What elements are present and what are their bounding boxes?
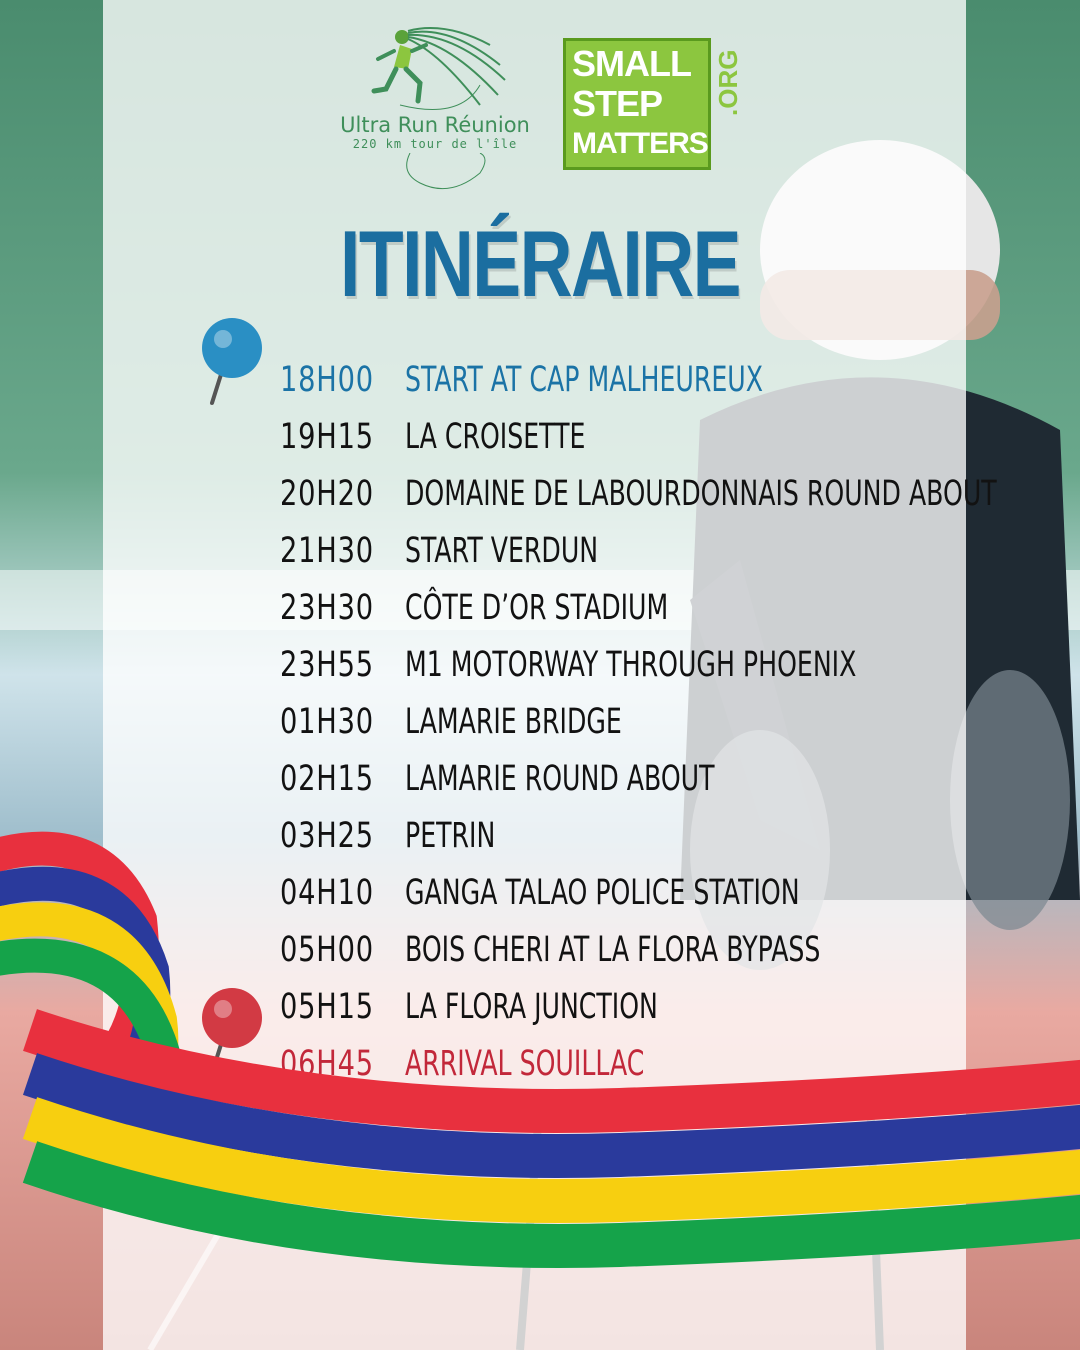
row-time: 21H30 (280, 531, 374, 571)
itinerary-row: 23H30 CÔTE D’OR STADIUM (280, 588, 960, 638)
itinerary-row: 20H20 DOMAINE DE LABOURDONNAIS ROUND ABO… (280, 474, 997, 524)
row-time: 03H25 (280, 816, 374, 856)
ssm-line-1: SMALL (572, 43, 692, 84)
itinerary-row: 23H55 M1 MOTORWAY THROUGH PHOENIX (280, 645, 960, 695)
row-place: ARRIVAL SOUILLAC (405, 1044, 645, 1084)
map-pin-icon (202, 988, 262, 1075)
island-outline-icon (406, 153, 486, 190)
itinerary-row-arrival: 06H45 ARRIVAL SOUILLAC (280, 1044, 960, 1094)
runner-icon (371, 27, 506, 110)
row-time: 18H00 (280, 360, 374, 400)
map-pin-icon (202, 318, 262, 405)
row-place: DOMAINE DE LABOURDONNAIS ROUND ABOUT (405, 474, 997, 514)
row-place: START VERDUN (405, 531, 599, 571)
flag-ribbon (0, 831, 1080, 1268)
row-place: M1 MOTORWAY THROUGH PHOENIX (405, 645, 857, 685)
itinerary-row-start: 18H00 START AT CAP MALHEUREUX (280, 360, 960, 410)
row-place: BOIS CHERI AT LA FLORA BYPASS (405, 930, 821, 970)
itinerary-row: 05H00 BOIS CHERI AT LA FLORA BYPASS (280, 930, 960, 980)
ultra-run-title: Ultra Run Réunion (340, 113, 530, 137)
itinerary-row: 05H15 LA FLORA JUNCTION (280, 987, 960, 1037)
row-place: CÔTE D’OR STADIUM (405, 588, 669, 628)
row-place: LAMARIE ROUND ABOUT (405, 759, 715, 799)
row-time: 02H15 (280, 759, 374, 799)
row-time: 20H20 (280, 474, 374, 514)
small-step-matters-badge: SMALL STEP MATTERS (563, 38, 711, 170)
row-time: 23H55 (280, 645, 374, 685)
row-place: LA FLORA JUNCTION (405, 987, 658, 1027)
row-place: PETRIN (405, 816, 496, 856)
row-place: START AT CAP MALHEUREUX (405, 360, 763, 400)
row-time: 23H30 (280, 588, 374, 628)
itinerary-row: 04H10 GANGA TALAO POLICE STATION (280, 873, 960, 923)
itinerary-row: 01H30 LAMARIE BRIDGE (280, 702, 960, 752)
row-place: GANGA TALAO POLICE STATION (405, 873, 800, 913)
row-time: 05H00 (280, 930, 374, 970)
ssm-line-3: MATTERS (572, 127, 709, 160)
itinerary-row: 03H25 PETRIN (280, 816, 960, 866)
ultra-run-subtitle: 220 km tour de l'île (352, 137, 518, 151)
small-step-matters-logo: SMALL STEP MATTERS .ORG (563, 38, 753, 178)
row-place: LA CROISETTE (405, 417, 586, 457)
page-title: ITINÉRAIRE (340, 211, 741, 316)
row-place: LAMARIE BRIDGE (405, 702, 622, 742)
itinerary-row: 02H15 LAMARIE ROUND ABOUT (280, 759, 960, 809)
row-time: 05H15 (280, 987, 374, 1027)
itinerary-row: 21H30 START VERDUN (280, 531, 960, 581)
ssm-line-2: STEP (572, 83, 663, 124)
itinerary-row: 19H15 LA CROISETTE (280, 417, 960, 467)
row-time: 19H15 (280, 417, 374, 457)
row-time: 04H10 (280, 873, 374, 913)
ssm-org-suffix: .ORG (713, 49, 743, 116)
ultra-run-reunion-logo: Ultra Run Réunion 220 km tour de l'île (330, 25, 540, 195)
row-time: 01H30 (280, 702, 374, 742)
